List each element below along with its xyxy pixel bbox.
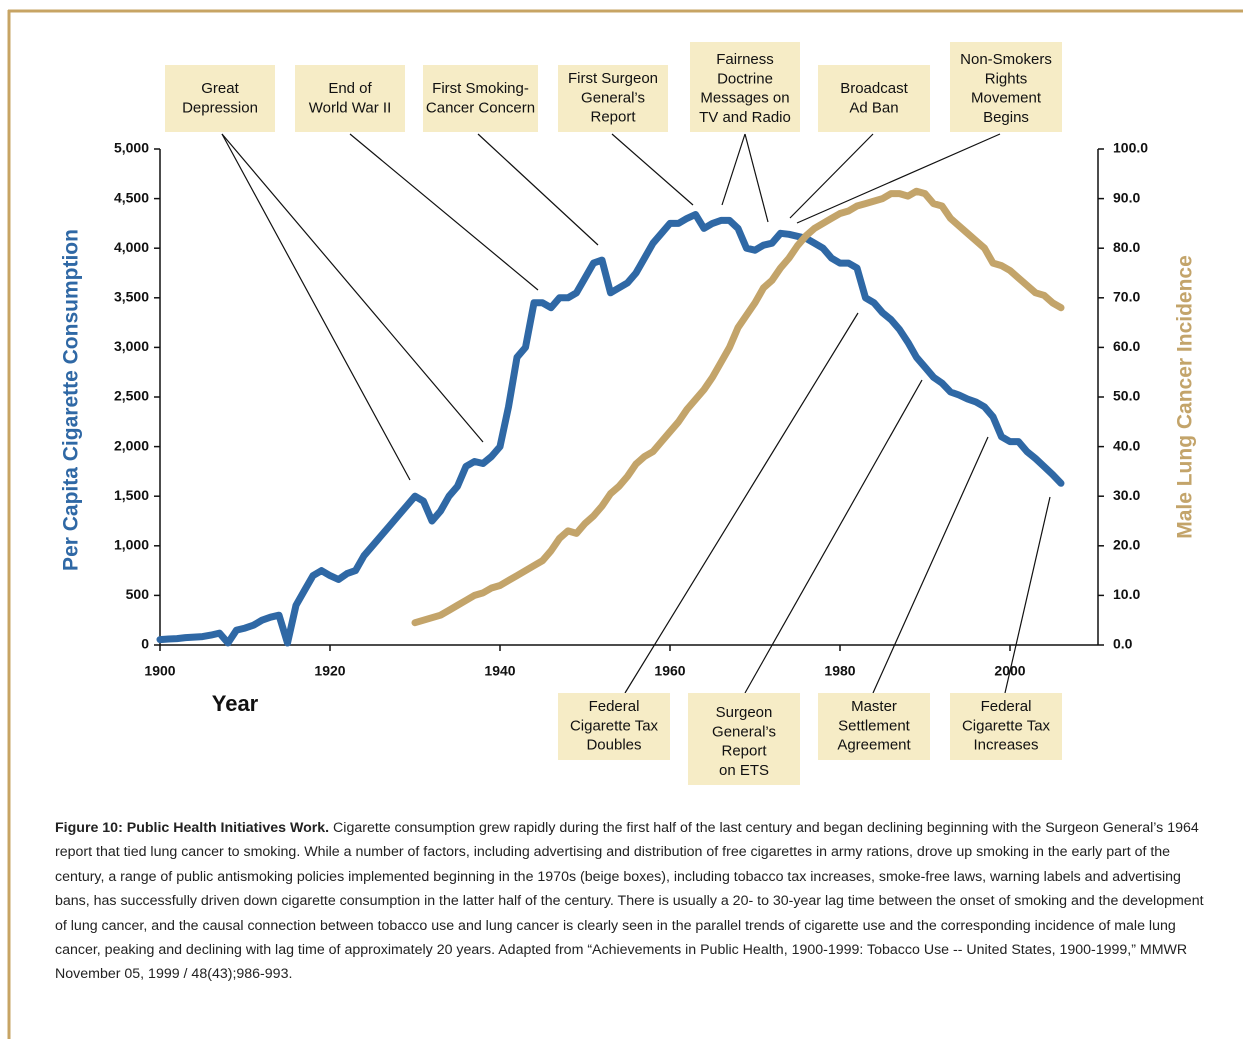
annotation-text: TV and Radio [699,109,791,126]
annotation-text: Cancer Concern [426,99,535,116]
annotation-box [558,693,670,760]
annotation-box [950,693,1062,760]
y2-tick-label: 60.0 [1113,338,1140,354]
leader-line [744,133,769,223]
y-tick-label: 4,500 [114,189,149,205]
annotation-text: Cigarette Tax [570,717,659,734]
annotation-box [165,65,275,132]
y-tick-label: 4,000 [114,239,149,255]
annotation-box [950,42,1062,132]
y-tick-label: 1,500 [114,487,149,503]
annotation-text: Settlement [838,717,911,734]
x-tick-label: 2000 [994,663,1025,679]
caption-text: Cigarette consumption grew rapidly durin… [55,820,1204,983]
annotation-text: End of [328,80,372,97]
annotation-box [423,65,538,132]
y-tick-label: 0 [141,636,149,652]
annotation-boxes: Great Depression End of World War II First S… [165,42,1062,785]
leader-line [789,133,874,219]
annotation-text: Federal [589,698,640,715]
caption-lead: Figure 10: Public Health Initiatives Wor… [55,820,330,836]
annotation-text: Surgeon [716,704,773,721]
y2-tick-label: 40.0 [1113,437,1140,453]
leader-line [872,436,989,694]
annotation-text: General’s [581,89,645,106]
y2-tick-label: 0.0 [1113,636,1133,652]
annotation-text: Fairness [716,51,774,68]
annotation-text: Broadcast [840,80,908,97]
leader-line [796,133,1001,224]
leader-line [349,133,539,291]
annotation-text: General’s [712,723,776,740]
leader-line [721,133,746,206]
annotation-box [295,65,405,132]
x-tick-label: 1900 [144,663,175,679]
annotation-box [818,693,930,760]
annotation-text: Master [851,698,897,715]
annotation-text: Great [201,80,239,97]
annotation-text: Report [721,743,767,760]
y-tick-label: 1,000 [114,537,149,553]
y-tick-label: 2,000 [114,437,149,453]
series-line [411,187,1065,627]
x-axis-label: Year [212,691,259,716]
annotation-text: Begins [983,109,1029,126]
annotation-text: Doctrine [717,70,773,87]
annotation-text: Ad Ban [849,99,898,116]
leader-line [477,133,599,246]
annotation-box [818,65,930,132]
y-tick-label: 2,500 [114,388,149,404]
annotation-text: Movement [971,90,1042,107]
annotation-text: Rights [985,70,1028,87]
leader-line [221,133,411,481]
annotation-box [690,42,800,132]
x-tick-label: 1920 [314,663,345,679]
annotation-text: Non-Smokers [960,51,1052,68]
annotation-text: World War II [309,99,392,116]
y2-tick-label: 80.0 [1113,239,1140,255]
series-line [156,211,1065,647]
y-tick-label: 5,000 [114,140,149,156]
leader-lines [221,133,1051,694]
y-tick-label: 3,500 [114,289,149,305]
y2-tick-label: 70.0 [1113,289,1140,305]
y2-tick-label: 10.0 [1113,586,1140,602]
annotation-text: Federal [981,698,1032,715]
annotation-text: Depression [182,99,258,116]
y-tick-label: 3,000 [114,338,149,354]
plot: 0 500 1,000 1,500 2,000 2,500 3,000 3,500 4,000 4… [114,140,1148,679]
annotation-text: Increases [973,737,1038,754]
caption: Figure 10: Public Health Initiatives Wor… [55,816,1205,987]
leader-line [744,379,923,694]
y2-tick-label: 20.0 [1113,537,1140,553]
y2-tick-label: 90.0 [1113,189,1140,205]
y2-axis-label: Male Lung Cancer Incidence [1174,255,1197,539]
x-tick-label: 1960 [654,663,685,679]
leader-line [611,133,694,206]
annotation-text: on ETS [719,762,769,779]
annotation-text: First Smoking- [432,80,529,97]
annotation-text: Report [590,109,636,126]
annotation-box [688,693,800,785]
annotation-text: Cigarette Tax [962,717,1051,734]
leader-line [221,133,484,443]
y2-tick-label: 50.0 [1113,388,1140,404]
annotation-text: Messages on [700,90,789,107]
annotation-box [558,65,668,132]
leader-line [1004,496,1051,694]
y-tick-label: 500 [126,586,150,602]
annotation-text: Agreement [837,737,911,754]
x-tick-label: 1980 [824,663,855,679]
leader-line [624,312,859,694]
annotation-text: Doubles [586,737,641,754]
y2-tick-label: 100.0 [1113,140,1148,156]
y2-tick-label: 30.0 [1113,487,1140,503]
y-axis-label: Per Capita Cigarette Consumption [60,229,83,571]
x-tick-label: 1940 [484,663,515,679]
annotation-text: First Surgeon [568,70,658,87]
